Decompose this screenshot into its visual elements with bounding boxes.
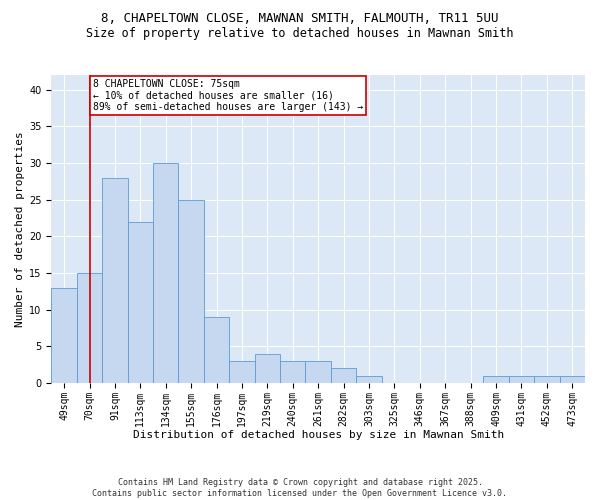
Text: Size of property relative to detached houses in Mawnan Smith: Size of property relative to detached ho… [86, 28, 514, 40]
Bar [229, 361, 254, 383]
Text: 8 CHAPELTOWN CLOSE: 75sqm
← 10% of detached houses are smaller (16)
89% of semi-: 8 CHAPELTOWN CLOSE: 75sqm ← 10% of detac… [94, 78, 364, 112]
Bar [509, 376, 534, 383]
Bar [560, 376, 585, 383]
Bar [280, 361, 305, 383]
Y-axis label: Number of detached properties: Number of detached properties [15, 131, 25, 327]
Bar [331, 368, 356, 383]
Bar [484, 376, 509, 383]
Bar [534, 376, 560, 383]
Bar [128, 222, 153, 383]
Bar [153, 163, 178, 383]
Text: Contains HM Land Registry data © Crown copyright and database right 2025.
Contai: Contains HM Land Registry data © Crown c… [92, 478, 508, 498]
Bar [254, 354, 280, 383]
Bar [204, 317, 229, 383]
Bar [102, 178, 128, 383]
X-axis label: Distribution of detached houses by size in Mawnan Smith: Distribution of detached houses by size … [133, 430, 504, 440]
Bar [305, 361, 331, 383]
Bar [356, 376, 382, 383]
Bar [52, 288, 77, 383]
Bar [77, 273, 102, 383]
Text: 8, CHAPELTOWN CLOSE, MAWNAN SMITH, FALMOUTH, TR11 5UU: 8, CHAPELTOWN CLOSE, MAWNAN SMITH, FALMO… [101, 12, 499, 26]
Bar [178, 200, 204, 383]
